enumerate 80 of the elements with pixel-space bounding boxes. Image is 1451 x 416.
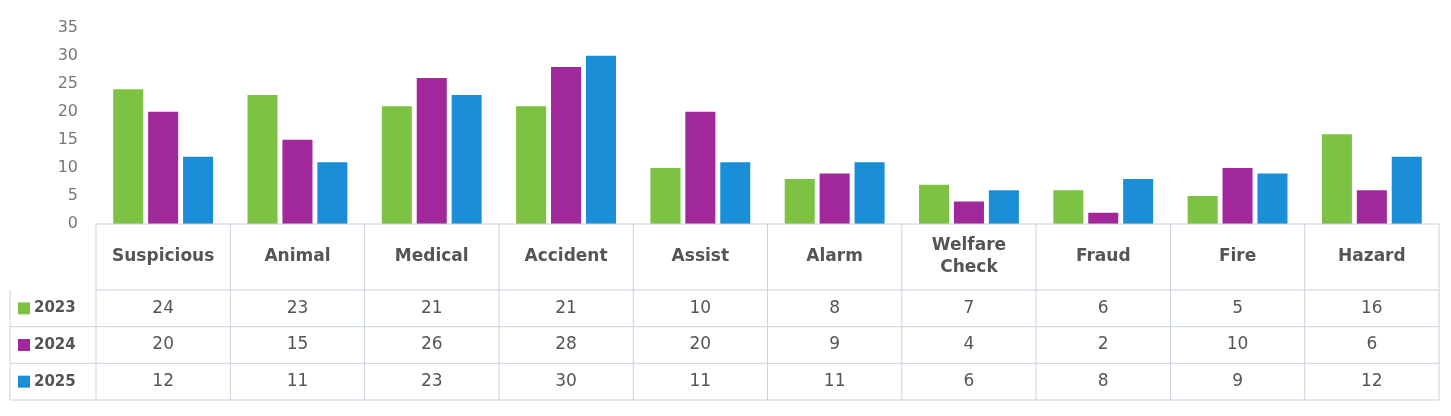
y-tick-label: 35 <box>57 16 78 36</box>
legend-label: 2025 <box>34 371 76 390</box>
data-label: 11 <box>689 370 712 391</box>
legend-label: 2024 <box>34 334 76 353</box>
bar <box>953 201 984 224</box>
x-tick-label: Fire <box>1218 245 1257 266</box>
y-tick-label: 0 <box>67 213 78 233</box>
x-tick-label: Accident <box>524 245 608 266</box>
data-label: 26 <box>420 333 443 354</box>
bar <box>1391 156 1422 224</box>
y-tick-label: 25 <box>57 72 78 92</box>
data-label: 6 <box>963 370 975 391</box>
bar <box>516 106 547 224</box>
bar <box>650 167 681 224</box>
bar <box>113 89 144 224</box>
bar <box>819 173 850 224</box>
data-label: 12 <box>1361 370 1383 391</box>
data-label: 30 <box>555 370 577 391</box>
bar <box>1053 190 1084 224</box>
data-label: 23 <box>286 296 309 317</box>
data-label: 12 <box>152 370 174 391</box>
bar <box>317 162 348 224</box>
data-label: 9 <box>1232 370 1243 391</box>
x-tick-label: Medical <box>394 245 469 266</box>
bar <box>183 156 214 224</box>
x-tick-label: Alarm <box>806 245 863 266</box>
data-label: 15 <box>286 333 309 354</box>
data-label: 2 <box>1097 333 1109 354</box>
bar <box>247 94 278 224</box>
x-tick-label: Fraud <box>1075 245 1131 266</box>
bar <box>919 184 950 224</box>
bar <box>381 106 412 224</box>
data-label: 5 <box>1232 296 1243 317</box>
bar <box>1187 195 1218 224</box>
y-tick-label: 10 <box>57 157 78 177</box>
y-tick-label: 5 <box>67 185 78 205</box>
data-label: 6 <box>1097 296 1109 317</box>
legend-label: 2023 <box>34 298 76 317</box>
x-tick-label: Assist <box>671 245 730 266</box>
bar <box>551 66 582 224</box>
bar <box>685 111 716 224</box>
data-label: 10 <box>1226 333 1249 354</box>
bar <box>784 179 815 224</box>
data-label: 20 <box>689 333 712 354</box>
data-label: 8 <box>1097 370 1109 391</box>
bar <box>988 190 1019 224</box>
bar <box>1356 190 1387 224</box>
data-label: 6 <box>1366 333 1378 354</box>
data-label: 11 <box>286 370 309 391</box>
data-label: 23 <box>420 370 443 391</box>
bar <box>1123 179 1154 224</box>
bar <box>1222 167 1253 224</box>
bar <box>720 162 751 224</box>
bar <box>1257 173 1288 224</box>
x-tick-label: Animal <box>264 245 331 266</box>
y-tick-label: 15 <box>57 128 78 148</box>
bar <box>1321 134 1352 224</box>
data-label: 28 <box>555 333 577 354</box>
bar <box>854 162 885 224</box>
data-label: 9 <box>829 333 841 354</box>
data-label: 8 <box>829 296 841 317</box>
data-label: 4 <box>963 333 975 354</box>
y-tick-label: 20 <box>57 100 78 120</box>
data-label: 11 <box>823 370 846 391</box>
x-tick-label: Hazard <box>1338 245 1406 266</box>
data-label: 7 <box>963 296 975 317</box>
data-label: 21 <box>555 296 577 317</box>
bar <box>282 139 313 224</box>
data-label: 20 <box>152 333 174 354</box>
bar <box>148 111 179 224</box>
data-label: 24 <box>152 296 174 317</box>
bar <box>451 94 482 224</box>
bar <box>585 55 616 224</box>
x-tick-label: Suspicious <box>112 245 215 266</box>
y-tick-label: 30 <box>57 44 78 64</box>
data-label: 21 <box>420 296 443 317</box>
data-label: 10 <box>689 296 712 317</box>
x-tick-label: Welfare Check <box>931 234 1007 277</box>
bar <box>416 78 447 224</box>
data-label: 16 <box>1361 296 1383 317</box>
